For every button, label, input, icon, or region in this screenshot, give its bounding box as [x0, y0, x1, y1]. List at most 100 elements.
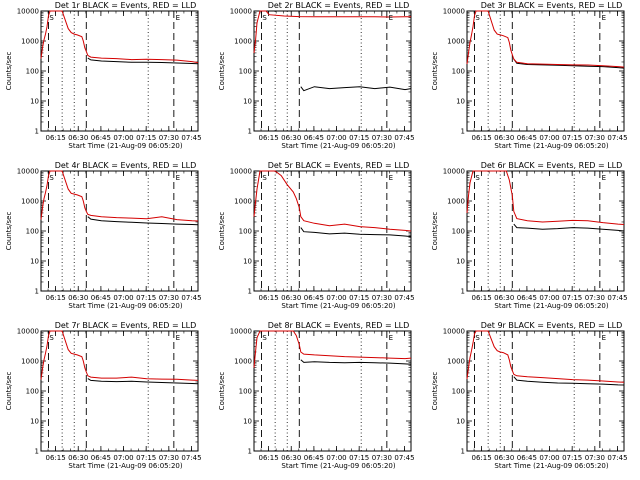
plot-frame — [40, 170, 199, 292]
x-axis-label: Start Time (21-Aug-09 06:05:20) — [281, 462, 395, 470]
y-tick-label: 10000 — [443, 168, 465, 176]
x-tick-label: 06:45 — [517, 454, 537, 462]
series-lld-line — [40, 10, 199, 64]
y-tick-label: 10000 — [230, 8, 252, 16]
start-marker-label: S — [475, 174, 480, 182]
x-tick-label: 07:45 — [607, 294, 627, 302]
series-events-line — [87, 57, 199, 65]
y-tick-label: 100 — [26, 228, 39, 236]
x-tick-label: 06:15 — [259, 134, 279, 142]
series-lld-line — [40, 170, 199, 222]
chart-title: Det 5r BLACK = Events, RED = LLD — [268, 161, 410, 170]
chart-panel-9: Det 9r BLACK = Events, RED = LLD 1 10 100 10… — [431, 321, 628, 470]
x-tick-label: 07:15 — [349, 294, 369, 302]
y-tick-label: 1000 — [234, 358, 252, 366]
y-tick-label: 1000 — [447, 358, 465, 366]
y-tick-label: 100 — [452, 228, 465, 236]
y-tick-label: 1000 — [21, 198, 39, 206]
x-tick-label: 07:30 — [585, 134, 605, 142]
chart-panel-5: Det 5r BLACK = Events, RED = LLD 1 10 100 10… — [218, 161, 415, 310]
x-tick-label: 07:30 — [585, 294, 605, 302]
y-axis-label: Counts/sec — [5, 372, 13, 411]
x-tick-label: 07:00 — [539, 454, 559, 462]
start-marker-label: S — [49, 174, 54, 182]
y-tick-label: 10000 — [443, 328, 465, 336]
x-tick-label: 07:45 — [607, 134, 627, 142]
plot-frame — [40, 10, 199, 132]
start-marker-label: S — [262, 334, 267, 342]
y-tick-label: 100 — [239, 388, 252, 396]
y-tick-label: 1000 — [21, 38, 39, 46]
chart-panel-6: Det 6r BLACK = Events, RED = LLD 1 10 100 10… — [431, 161, 628, 310]
y-tick-label: 10 — [243, 418, 252, 426]
x-tick-label: 07:00 — [539, 294, 559, 302]
y-axis-label: Counts/sec — [5, 52, 13, 91]
x-tick-label: 07:15 — [349, 454, 369, 462]
series-events-line — [300, 359, 412, 365]
series-events-line — [300, 227, 412, 238]
series-lld-line — [466, 170, 625, 225]
x-tick-label: 07:15 — [136, 454, 156, 462]
plot-frame — [253, 330, 412, 452]
chart-title: Det 1r BLACK = Events, RED = LLD — [55, 1, 197, 10]
y-tick-label: 100 — [26, 388, 39, 396]
y-tick-label: 1000 — [234, 38, 252, 46]
chart-title: Det 2r BLACK = Events, RED = LLD — [268, 1, 410, 10]
plot-frame — [253, 10, 412, 132]
end-marker-label: E — [389, 14, 393, 22]
y-tick-label: 100 — [239, 68, 252, 76]
plot-frame — [466, 10, 625, 132]
y-tick-label: 10000 — [443, 8, 465, 16]
x-tick-label: 07:15 — [136, 294, 156, 302]
x-axis-label: Start Time (21-Aug-09 06:05:20) — [494, 302, 608, 310]
chart-title: Det 6r BLACK = Events, RED = LLD — [481, 161, 623, 170]
end-marker-label: E — [602, 174, 606, 182]
x-tick-label: 07:30 — [372, 454, 392, 462]
x-tick-label: 07:00 — [113, 294, 133, 302]
x-tick-label: 06:15 — [46, 294, 66, 302]
x-tick-label: 07:00 — [326, 134, 346, 142]
x-tick-label: 06:45 — [517, 294, 537, 302]
x-tick-label: 07:45 — [607, 454, 627, 462]
y-axis-label: Counts/sec — [431, 212, 439, 251]
series-lld-line — [466, 330, 625, 383]
series-lld-line — [253, 170, 412, 232]
y-tick-label: 1 — [248, 448, 252, 456]
x-tick-label: 07:30 — [372, 134, 392, 142]
y-tick-label: 10000 — [17, 328, 39, 336]
chart-title: Det 7r BLACK = Events, RED = LLD — [55, 321, 197, 330]
plot-frame — [253, 170, 412, 292]
y-axis-label: Counts/sec — [431, 52, 439, 91]
y-tick-label: 10000 — [230, 328, 252, 336]
x-tick-label: 06:15 — [46, 454, 66, 462]
plot-frame — [40, 330, 199, 452]
x-axis-label: Start Time (21-Aug-09 06:05:20) — [494, 462, 608, 470]
x-tick-label: 06:30 — [68, 134, 88, 142]
x-tick-label: 06:15 — [472, 134, 492, 142]
y-axis-label: Counts/sec — [431, 372, 439, 411]
start-marker-label: S — [262, 14, 267, 22]
x-axis-label: Start Time (21-Aug-09 06:05:20) — [68, 462, 182, 470]
start-marker-label: S — [49, 14, 54, 22]
series-events-line — [300, 86, 412, 92]
start-marker-label: S — [49, 334, 54, 342]
x-tick-label: 07:30 — [372, 294, 392, 302]
y-axis-label: Counts/sec — [218, 52, 226, 91]
y-tick-label: 10 — [456, 258, 465, 266]
end-marker-label: E — [602, 14, 606, 22]
x-tick-label: 06:30 — [281, 454, 301, 462]
y-tick-label: 10000 — [17, 8, 39, 16]
x-tick-label: 06:45 — [517, 134, 537, 142]
x-tick-label: 07:45 — [394, 454, 414, 462]
y-tick-label: 100 — [452, 388, 465, 396]
x-axis-label: Start Time (21-Aug-09 06:05:20) — [68, 302, 182, 310]
y-tick-label: 1 — [248, 288, 252, 296]
x-tick-label: 06:15 — [472, 294, 492, 302]
y-tick-label: 1 — [461, 128, 465, 136]
chart-title: Det 8r BLACK = Events, RED = LLD — [268, 321, 410, 330]
x-tick-label: 06:30 — [68, 294, 88, 302]
chart-title: Det 4r BLACK = Events, RED = LLD — [55, 161, 197, 170]
x-tick-label: 06:30 — [281, 134, 301, 142]
x-tick-label: 06:45 — [304, 134, 324, 142]
